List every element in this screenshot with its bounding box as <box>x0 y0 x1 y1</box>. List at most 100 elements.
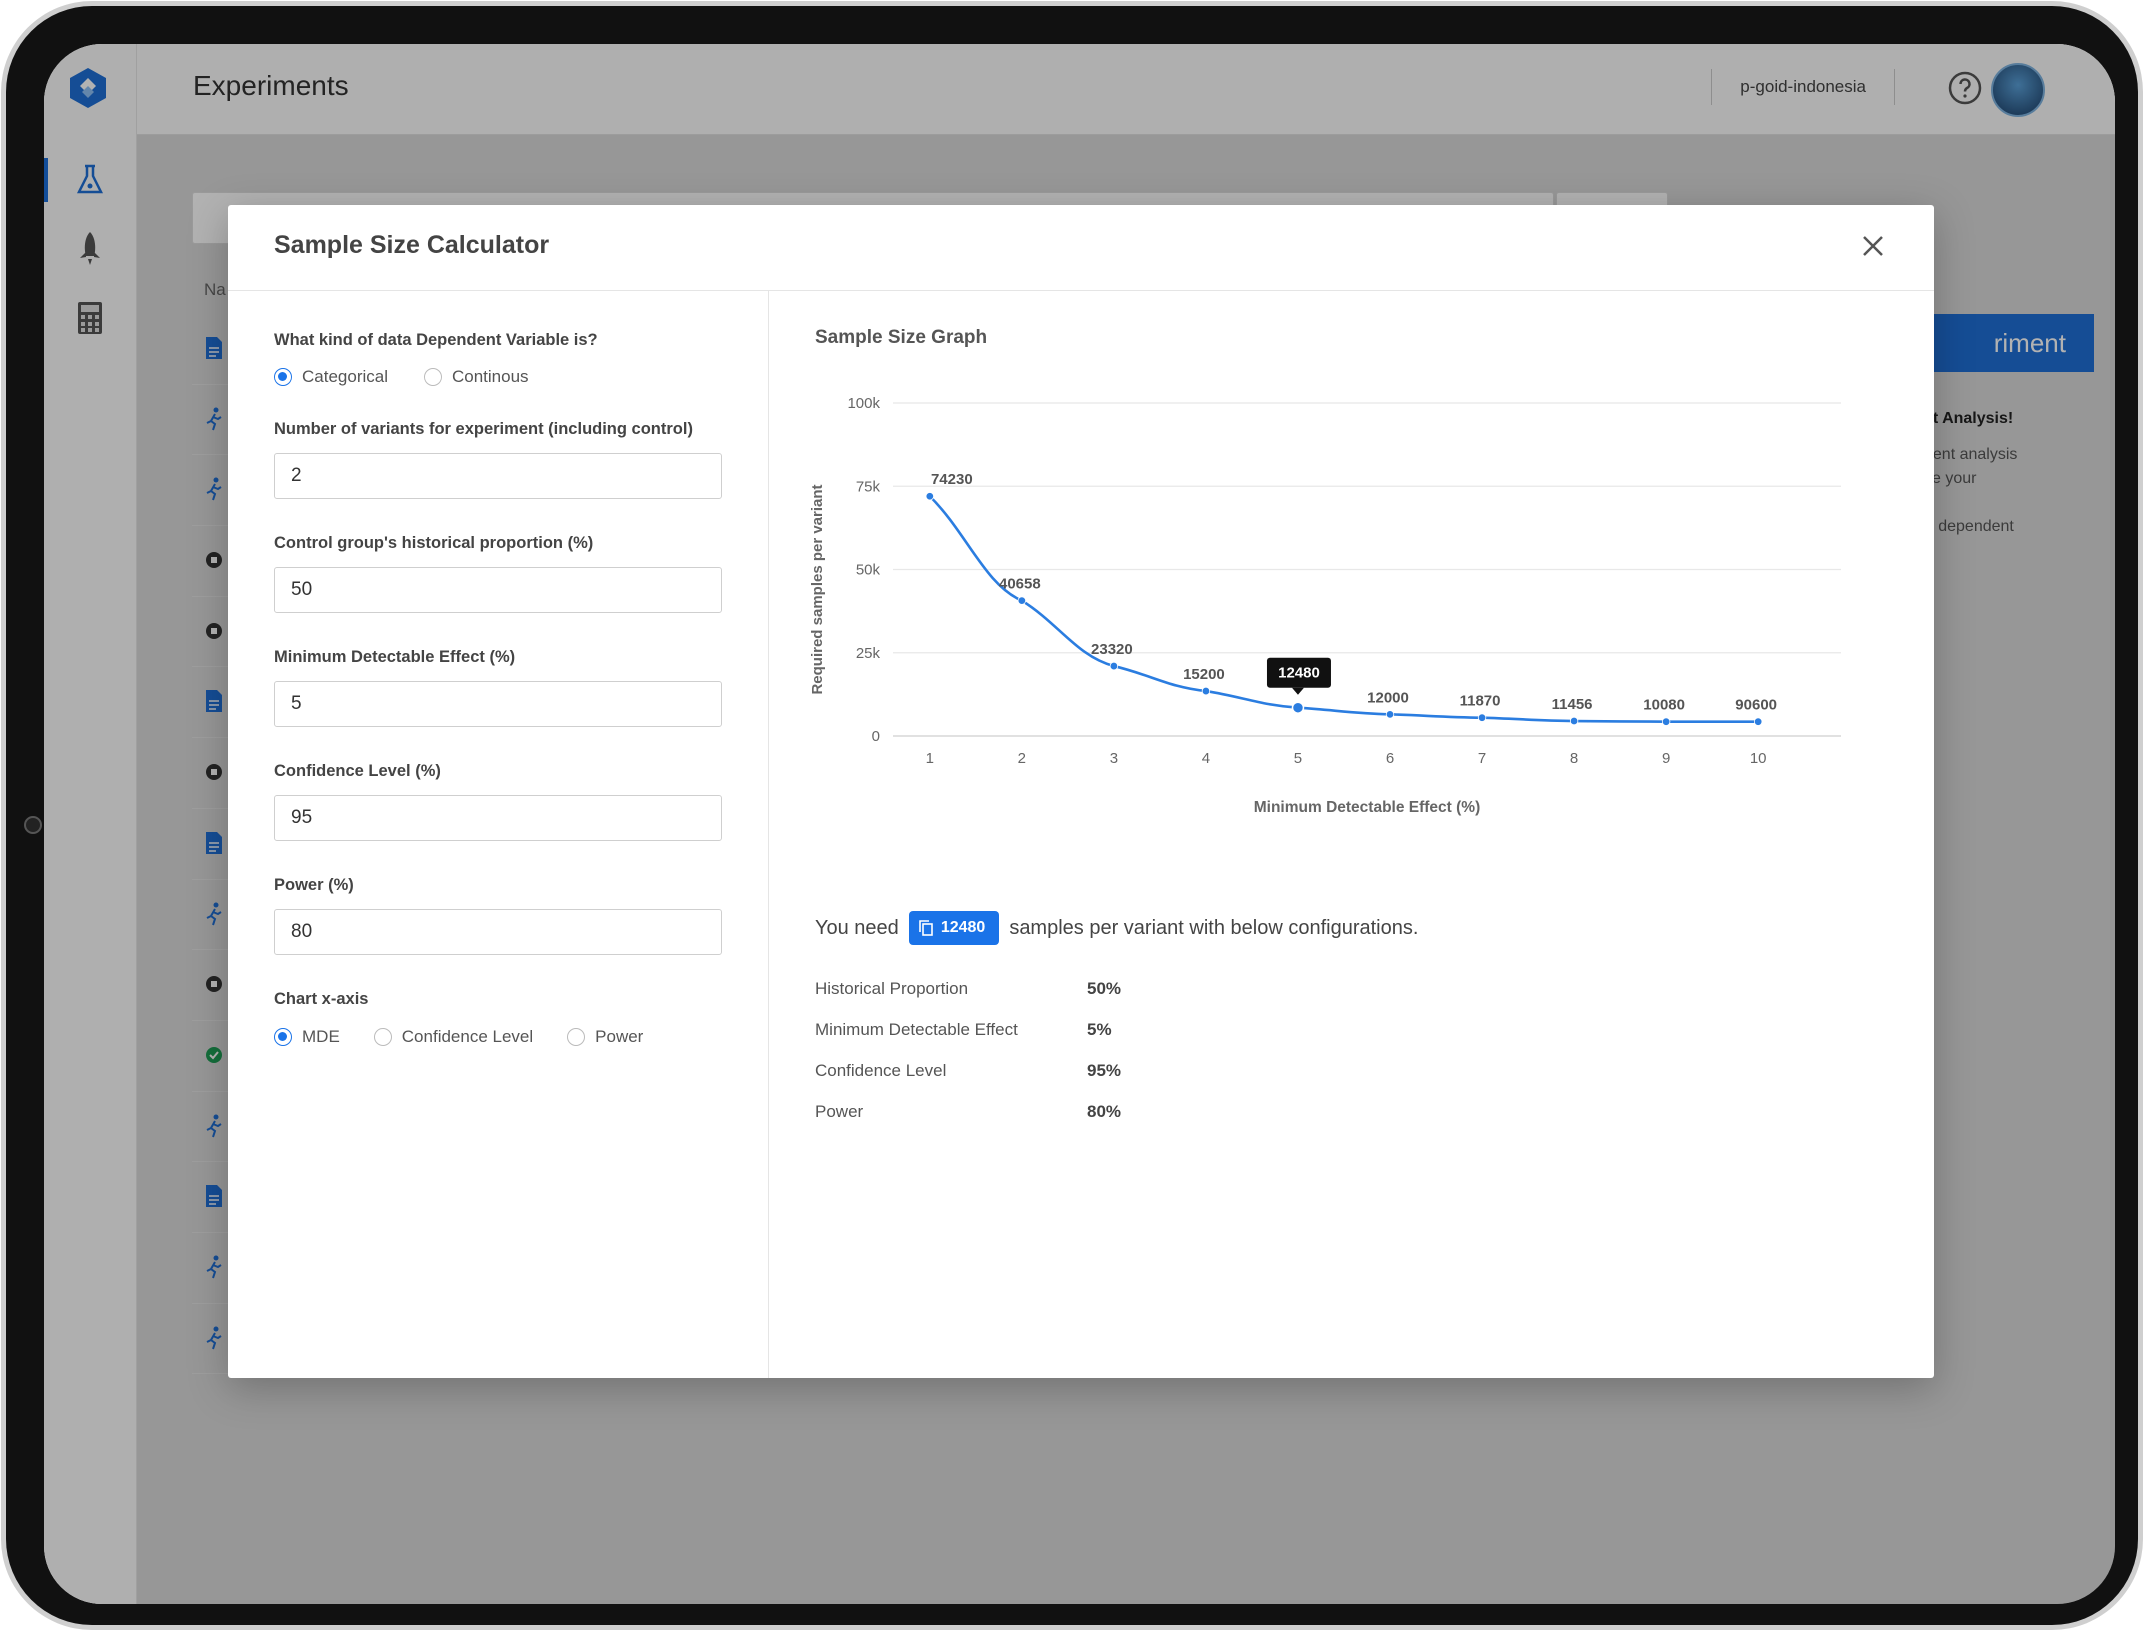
stopped-icon <box>206 552 222 569</box>
y-tick-label: 50k <box>856 562 881 579</box>
x-axis-title: Minimum Detectable Effect (%) <box>1254 799 1481 816</box>
result-value: 12480 <box>940 919 986 936</box>
running-icon <box>206 1255 222 1279</box>
result-analysis-text: ır dependent <box>1924 518 2014 535</box>
x-tick-label: 3 <box>1110 750 1118 767</box>
result-suffix: samples per variant with below configura… <box>1009 916 1419 939</box>
app-sidebar <box>44 44 137 1604</box>
copy-icon <box>919 920 933 936</box>
avatar[interactable] <box>1991 63 2045 117</box>
tooltip-arrow <box>1291 687 1304 695</box>
radio-continous[interactable]: Continous <box>424 367 529 387</box>
radio-confidence-level[interactable]: Confidence Level <box>373 1027 533 1047</box>
radio-button-selected[interactable] <box>274 368 292 386</box>
x-tick-label: 8 <box>1570 750 1578 767</box>
data-label: 23320 <box>1091 641 1133 658</box>
page-title: Experiments <box>193 70 349 101</box>
data-point <box>1291 701 1305 714</box>
confidence-level-label: Confidence Level (%) <box>274 762 441 780</box>
experiment-flask-icon[interactable] <box>68 158 112 202</box>
screen: Experiments p-goid-indonesia Na <box>44 44 2115 1604</box>
y-axis-title: Required samples per variant <box>809 484 826 694</box>
x-tick-label: 4 <box>1202 750 1210 767</box>
rocket-icon[interactable] <box>68 226 112 270</box>
historical-proportion-label: Control group's historical proportion (%… <box>274 534 594 552</box>
results-panel: Sample Size Graph 0 25k 50k 75k 100k 1 2 3 4 5 6 7 8… <box>769 291 1934 1378</box>
chart-xaxis-radio-group: MDE Confidence Level Power <box>274 1027 643 1047</box>
project-selector[interactable]: p-goid-indonesia <box>1711 69 1895 105</box>
mde-input[interactable] <box>274 681 722 727</box>
data-point <box>1477 713 1487 722</box>
variants-input[interactable] <box>274 453 722 499</box>
data-label: 11456 <box>1552 696 1593 713</box>
data-point <box>1109 661 1119 671</box>
help-icon[interactable] <box>1945 68 1985 108</box>
data-point <box>1201 686 1211 696</box>
x-tick-label: 7 <box>1478 750 1486 767</box>
running-icon <box>206 1326 222 1349</box>
stopped-icon <box>206 976 222 993</box>
sample-size-calculator-modal: Sample Size Calculator What kind of data… <box>228 205 1934 1378</box>
tooltip-box <box>1266 657 1331 688</box>
data-label: 10080 <box>1643 697 1685 714</box>
app-header: Experiments p-goid-indonesia <box>137 44 2115 135</box>
close-icon[interactable] <box>1858 231 1888 261</box>
series-line <box>928 495 1759 723</box>
data-point <box>1385 710 1395 719</box>
radio-categorical[interactable]: Categorical <box>274 367 388 387</box>
data-label: 15200 <box>1183 666 1225 683</box>
radio-mde[interactable]: MDE <box>274 1027 340 1047</box>
x-tick-label: 6 <box>1386 750 1394 767</box>
data-label: 40658 <box>999 576 1041 593</box>
sidebar-active-indicator <box>44 158 48 202</box>
x-tick-label: 2 <box>1018 750 1026 767</box>
x-tick-label: 10 <box>1750 750 1767 767</box>
variants-label: Number of variants for experiment (inclu… <box>274 420 693 438</box>
data-point <box>1661 717 1671 726</box>
data-label: 90600 <box>1735 697 1777 714</box>
document-icon <box>206 337 222 359</box>
x-tick-label: 5 <box>1294 750 1302 767</box>
data-type-radio-group: Categorical Continous <box>274 367 529 387</box>
mde-label: Minimum Detectable Effect (%) <box>274 648 516 666</box>
graph-title: Sample Size Graph <box>815 327 988 348</box>
historical-proportion-input[interactable] <box>274 567 722 613</box>
y-tick-label: 75k <box>856 478 881 495</box>
result-prefix: You need <box>815 916 899 939</box>
camera <box>24 816 42 834</box>
copy-result-button[interactable]: 12480 <box>908 911 1000 945</box>
name-column-header: Na <box>204 280 226 299</box>
confidence-level-input[interactable] <box>274 795 722 841</box>
check-circle-icon <box>206 1046 222 1063</box>
data-label: 74230 <box>931 471 973 488</box>
radio-button[interactable] <box>373 1028 392 1046</box>
y-tick-label: 100k <box>847 395 880 412</box>
result-sentence: You need 12480 samples per variant with … <box>815 911 1418 945</box>
power-label: Power (%) <box>274 876 354 894</box>
running-icon <box>206 477 222 501</box>
data-point <box>1569 716 1579 726</box>
radio-button[interactable] <box>424 368 442 386</box>
data-type-label: What kind of data Dependent Variable is? <box>274 331 598 349</box>
x-tick-label: 9 <box>1662 750 1670 767</box>
document-icon <box>206 1185 222 1208</box>
chart-xaxis-label: Chart x-axis <box>274 990 369 1008</box>
calculator-icon[interactable] <box>68 296 112 340</box>
y-tick-label: 25k <box>856 645 881 662</box>
modal-title: Sample Size Calculator <box>274 231 550 259</box>
stopped-icon <box>206 764 222 781</box>
calculator-form: What kind of data Dependent Variable is?… <box>228 291 769 1378</box>
result-analysis-text: nent analysis <box>1924 446 2018 463</box>
tooltip-label: 12480 <box>1278 665 1320 682</box>
data-point <box>1017 596 1027 605</box>
result-analysis-text: ce your <box>1924 470 1977 487</box>
x-tick-label: 1 <box>926 750 934 767</box>
radio-button-selected[interactable] <box>274 1028 292 1046</box>
data-point <box>925 492 935 501</box>
running-icon <box>206 1114 222 1137</box>
power-input[interactable] <box>274 909 722 955</box>
running-icon <box>206 407 222 431</box>
radio-power[interactable]: Power <box>567 1027 643 1047</box>
running-icon <box>206 902 222 925</box>
radio-button[interactable] <box>567 1028 586 1046</box>
